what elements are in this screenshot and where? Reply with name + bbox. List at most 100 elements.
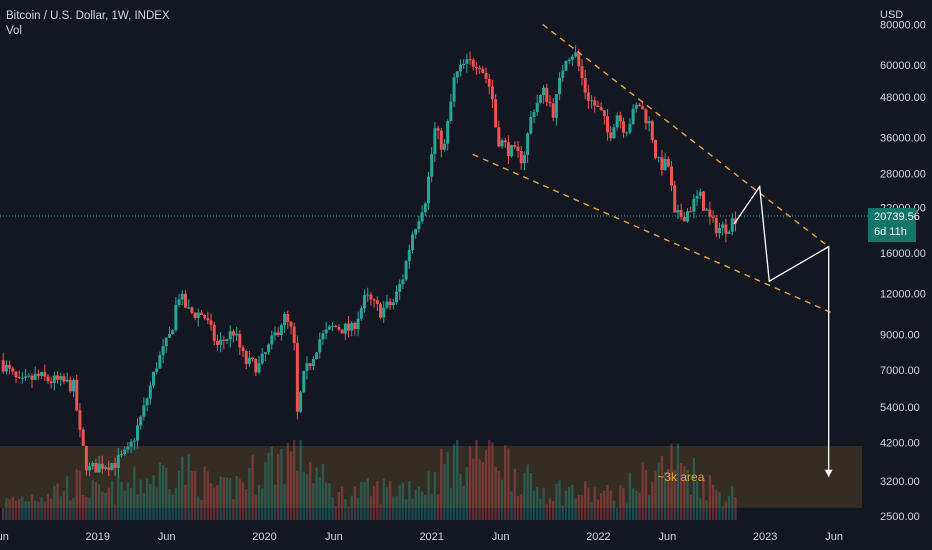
- candle-body: [267, 344, 271, 353]
- symbol-title[interactable]: Bitcoin / U.S. Dollar, 1W, INDEX: [6, 10, 170, 22]
- volume-bar: [123, 490, 126, 520]
- volume-bar: [651, 481, 654, 520]
- price-tick-label: 80000.00: [880, 19, 926, 31]
- candle-body: [238, 333, 242, 348]
- volume-bar: [53, 486, 56, 520]
- candle-body: [139, 416, 143, 426]
- candle-body: [676, 210, 680, 213]
- candle-body: [59, 376, 63, 380]
- candle-body: [88, 466, 92, 471]
- candle-body: [708, 209, 712, 217]
- candle-body: [129, 441, 133, 447]
- candle-body: [318, 339, 322, 353]
- volume-bar: [702, 478, 705, 520]
- candle-body: [625, 132, 629, 134]
- candle-body: [158, 355, 162, 369]
- candle-body: [513, 145, 517, 147]
- candle-body: [110, 463, 114, 470]
- volume-bar: [660, 456, 664, 520]
- candle-body: [142, 405, 146, 417]
- candle-body: [222, 339, 226, 341]
- volume-bar: [149, 483, 152, 520]
- volume-bar: [177, 470, 181, 520]
- volume-indicator-label[interactable]: Vol: [6, 25, 22, 37]
- volume-bar: [165, 467, 168, 520]
- volume-bar: [663, 471, 667, 520]
- candle-body: [100, 463, 104, 469]
- candle-body: [334, 325, 338, 328]
- price-tick-label: 36000.00: [880, 133, 926, 145]
- price-tick-label: 28000.00: [880, 168, 926, 180]
- volume-bar: [152, 475, 155, 520]
- candle-body: [251, 357, 255, 359]
- candle-body: [56, 375, 60, 380]
- candle-body: [8, 364, 12, 369]
- time-tick-label: Jun: [158, 531, 176, 543]
- volume-bar: [404, 499, 408, 520]
- volume-bar: [257, 484, 261, 520]
- candle-body: [97, 463, 101, 473]
- candle-body: [430, 154, 434, 177]
- volume-bar: [523, 472, 526, 520]
- candle-body: [641, 106, 645, 110]
- volume-bar: [216, 485, 219, 520]
- volume-bar: [520, 494, 523, 520]
- volume-bar: [302, 471, 305, 520]
- candle-body: [24, 376, 28, 378]
- volume-bar: [577, 494, 580, 520]
- candle-body: [49, 381, 53, 384]
- volume-bar: [190, 470, 194, 520]
- volume-bar: [551, 501, 555, 520]
- volume-bar: [715, 489, 718, 520]
- volume-bar: [459, 473, 462, 520]
- candle-body: [567, 59, 571, 62]
- volume-bar: [689, 494, 692, 520]
- volume-bar: [241, 482, 245, 520]
- candle-body: [724, 224, 728, 234]
- candle-body: [104, 467, 108, 469]
- time-tick-label: Jun: [0, 531, 9, 543]
- volume-bar: [101, 491, 104, 520]
- volume-bar: [88, 497, 91, 520]
- volume-bar: [494, 466, 497, 520]
- volume-bar: [248, 468, 251, 520]
- price-tick-label: 16000.00: [880, 248, 926, 260]
- candle-body: [337, 327, 341, 330]
- candle-body: [161, 346, 165, 356]
- volume-bar: [193, 470, 197, 520]
- candle-body: [500, 140, 504, 147]
- candle-body: [673, 185, 677, 213]
- candle-body: [254, 358, 258, 373]
- volume-bar: [8, 499, 11, 520]
- candle-body: [27, 375, 31, 377]
- candle-body: [212, 325, 216, 341]
- candle-body: [596, 105, 600, 108]
- volume-bar: [283, 484, 286, 520]
- volume-bar: [59, 496, 62, 520]
- price-tick-label: 2500.00: [880, 511, 920, 523]
- candle-body: [359, 308, 363, 319]
- candle-body: [385, 301, 389, 308]
- volume-bar: [510, 491, 513, 520]
- volume-bar: [731, 486, 734, 520]
- volume-bar: [270, 446, 274, 520]
- volume-bar: [296, 470, 299, 520]
- volume-bar: [462, 486, 465, 520]
- volume-bar: [33, 500, 37, 520]
- volume-bar: [43, 501, 46, 520]
- candle-body: [324, 329, 328, 334]
- candle-body: [401, 279, 405, 285]
- volume-bar: [683, 466, 686, 520]
- volume-bar: [356, 497, 360, 520]
- volume-bar: [213, 487, 216, 520]
- volume-bar: [11, 496, 14, 520]
- volume-bar: [292, 440, 296, 520]
- candle-body: [458, 65, 462, 72]
- candle-body: [113, 463, 117, 468]
- time-axis[interactable]: Jun 2019 Jun 2020 Jun 2021 Jun 2022 Jun 2023 Jun: [0, 531, 843, 543]
- volume-bar: [312, 483, 315, 520]
- candle-body: [132, 440, 136, 442]
- volume-bar: [280, 449, 283, 520]
- volume-bar: [532, 490, 536, 520]
